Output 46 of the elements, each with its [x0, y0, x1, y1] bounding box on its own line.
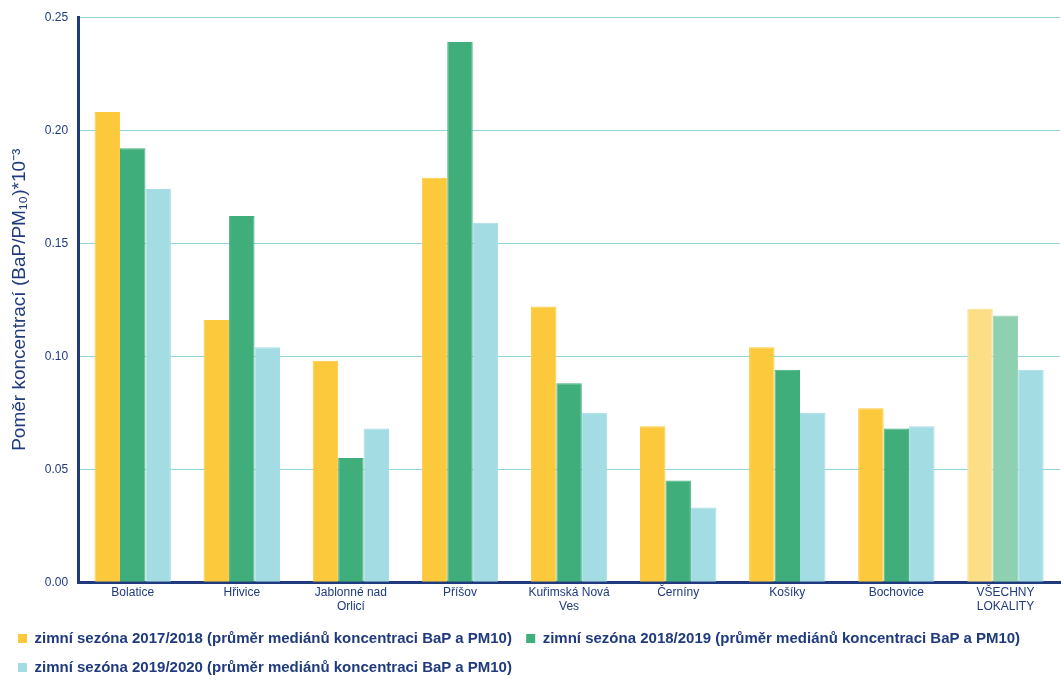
legend-label: zimní sezóna 2019/2020 (průměr mediánů koncentraci BaP a PM10)	[34, 657, 512, 675]
legend-label: zimní sezóna 2018/2019 (průměr mediánů koncentraci BaP a PM10)	[542, 628, 1021, 646]
x-tick-label: Příšov	[442, 584, 477, 599]
y-tick-label: 0.25	[44, 9, 69, 24]
bar	[447, 42, 473, 582]
bar	[254, 347, 280, 582]
bar	[774, 369, 800, 582]
y-tick-label: 0.05	[44, 461, 69, 476]
bar	[581, 412, 608, 582]
y-tick-label: 0.15	[44, 235, 69, 250]
y-axis-title: Poměr koncentrací (BaP/PM₁₀)*10⁻³	[7, 148, 29, 451]
legend-label: zimní sezóna 2017/2018 (průměr mediánů koncentraci BaP a PM10)	[34, 628, 512, 646]
x-tick-label: Hřivice	[223, 584, 261, 599]
bar	[967, 308, 993, 582]
bar	[203, 320, 230, 582]
bar	[690, 507, 717, 582]
bar	[909, 426, 935, 582]
bar	[858, 408, 884, 582]
x-tick-label: Bolatice	[111, 584, 155, 599]
x-tick-label: Bochovice	[868, 584, 925, 599]
bar	[749, 347, 775, 582]
bar	[639, 426, 666, 582]
x-tick-label: Jablonné nad Orlicí	[314, 584, 387, 614]
bar	[799, 412, 826, 582]
bar	[338, 457, 364, 582]
bar	[312, 360, 339, 582]
x-tick-label: Černíny	[657, 583, 700, 599]
x-tick-label: Košíky	[769, 584, 806, 599]
bar	[992, 315, 1019, 582]
x-tick-label: VŠECHNY LOKALITY	[976, 583, 1035, 614]
bar	[556, 383, 582, 582]
y-tick-label: 0.20	[44, 122, 69, 137]
bar	[363, 428, 390, 582]
bar	[229, 216, 255, 582]
bar	[119, 148, 146, 582]
bar	[530, 306, 557, 582]
y-tick-label: 0.10	[44, 348, 69, 363]
bar	[1018, 369, 1044, 582]
bar	[94, 112, 120, 582]
bar	[472, 222, 499, 582]
x-tick-label: Kuřimská Nová Ves	[528, 584, 611, 614]
bar	[145, 188, 171, 582]
y-tick-label: 0.00	[44, 574, 69, 589]
bar	[665, 480, 691, 582]
bar	[421, 177, 448, 582]
bar	[883, 428, 910, 582]
